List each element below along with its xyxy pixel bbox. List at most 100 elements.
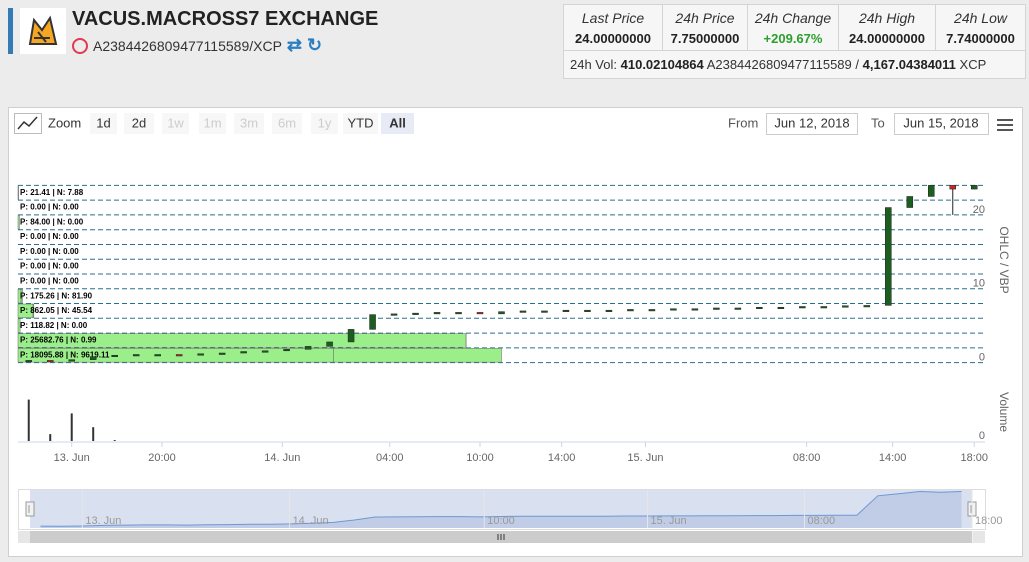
candle-body [261, 350, 269, 353]
stat: 24h Low 7.74000000 [936, 5, 1025, 50]
x-tick-label: 08:00 [793, 452, 821, 464]
volume-label: 24h Vol: [570, 57, 617, 72]
candle-body [175, 354, 183, 357]
candle-body [562, 309, 570, 312]
x-tick-label: 18:00 [960, 452, 988, 464]
range-button[interactable] [124, 113, 154, 134]
scrollbar-left[interactable] [18, 531, 30, 543]
range-button [234, 113, 264, 134]
stat-label: 24h High [858, 10, 916, 26]
range-button-label: YTD [348, 115, 374, 130]
navigator-tick-label: 14. Jun [293, 515, 329, 527]
vbp-label: P: 84.00 | N: 0.00 [20, 217, 84, 226]
candle-body [433, 312, 441, 315]
accent-bar [8, 8, 13, 54]
zoom-label: Zoom [48, 115, 81, 130]
stat-label: 24h Price [675, 10, 735, 26]
range-button[interactable] [381, 113, 414, 134]
navigator-tick-label: 08:00 [808, 515, 836, 527]
pair-row: A2384426809477115589/XCP ⇄ ↻ [72, 35, 322, 56]
volume-bar [113, 440, 116, 441]
candle-body [498, 311, 505, 315]
x-tick-label: 15. Jun [627, 452, 663, 464]
range-button [311, 113, 338, 134]
vbp-label: P: 25682.76 | N: 0.99 [20, 336, 97, 345]
volume-quote-asset: XCP [959, 57, 987, 72]
y-tick-label: 0 [979, 352, 985, 364]
x-tick-label: 13. Jun [54, 452, 90, 464]
x-tick-label: 14:00 [548, 452, 576, 464]
range-button [199, 113, 226, 134]
candle-body [820, 306, 828, 309]
candle-body [799, 306, 806, 309]
stat-value: 24.00000000 [575, 31, 651, 46]
candle-body [326, 341, 333, 347]
candle-body [412, 312, 419, 315]
range-button-label: All [389, 115, 406, 130]
candle-body [132, 354, 140, 357]
from-input[interactable] [766, 113, 858, 135]
x-tick-label: 10:00 [466, 452, 494, 464]
range-button-label: 6m [278, 115, 296, 130]
candle-body [240, 351, 247, 354]
range-button[interactable] [90, 113, 117, 134]
range-button-label: 1d [96, 115, 110, 130]
range-button-label: 3m [240, 115, 258, 130]
asset-logo [20, 8, 66, 54]
candle-body [971, 185, 978, 190]
navigator-line [40, 490, 962, 527]
navigator-tick-label: 18:00 [975, 515, 1003, 527]
stat-label: 24h Change [754, 10, 832, 26]
vbp-negative-bar [333, 348, 502, 363]
from-value: Jun 12, 2018 [774, 115, 849, 130]
volume-bar [70, 413, 73, 441]
range-button[interactable] [343, 113, 378, 134]
range-button [272, 113, 302, 134]
stat-value: 7.74000000 [946, 31, 1015, 46]
candle-body [842, 305, 849, 308]
candle-body [455, 312, 462, 315]
candle-body [347, 329, 355, 343]
stat-value: 7.75000000 [670, 31, 740, 46]
volume-axis-title: Volume [997, 392, 1011, 432]
range-button-label: 2d [132, 115, 146, 130]
vbp-negative-bar [32, 303, 35, 319]
candle-body [68, 359, 75, 362]
candle-body [197, 353, 204, 356]
to-label: To [871, 115, 885, 130]
candle-body [541, 310, 548, 313]
range-button-label: 1y [318, 115, 332, 130]
volume-bar [92, 427, 95, 441]
candle-body [283, 349, 290, 352]
candle-body [111, 354, 118, 357]
vbp-positive-bar [17, 318, 21, 333]
navigator-area [40, 491, 962, 528]
vbp-negative-bar [20, 289, 23, 304]
vbp-label: P: 0.00 | N: 0.00 [20, 232, 79, 241]
volume-row: 24h Vol: 410.02104864 A23844268094771155… [564, 50, 1025, 78]
swap-button[interactable]: ⇄ [286, 35, 303, 55]
vbp-label: P: 21.41 | N: 7.88 [20, 188, 84, 197]
vbp-label: P: 118.82 | N: 0.00 [20, 321, 88, 330]
candle-body [584, 309, 591, 312]
to-input[interactable] [894, 113, 989, 135]
y-tick-label: 20 [973, 204, 985, 216]
menu-button[interactable] [997, 119, 1013, 131]
navigator-selection [30, 490, 972, 528]
candle-body [885, 207, 892, 306]
candle-body [369, 314, 376, 330]
candle-body [46, 360, 54, 363]
volume-bar [49, 434, 52, 441]
vbp-positive-bar [17, 215, 20, 230]
chart-type-button[interactable] [14, 113, 42, 134]
asset-icon [72, 37, 88, 54]
stats-table: Last Price 24.00000000 24h Price 7.7500000… [563, 4, 1026, 79]
x-tick-label: 04:00 [376, 452, 404, 464]
vbp-label: P: 0.00 | N: 0.00 [20, 262, 79, 271]
navigator-handle[interactable] [25, 501, 35, 517]
refresh-button[interactable]: ↻ [307, 35, 323, 55]
range-button-label: 1m [203, 115, 221, 130]
candle-body [627, 309, 634, 312]
scrollbar-right[interactable] [973, 531, 985, 543]
